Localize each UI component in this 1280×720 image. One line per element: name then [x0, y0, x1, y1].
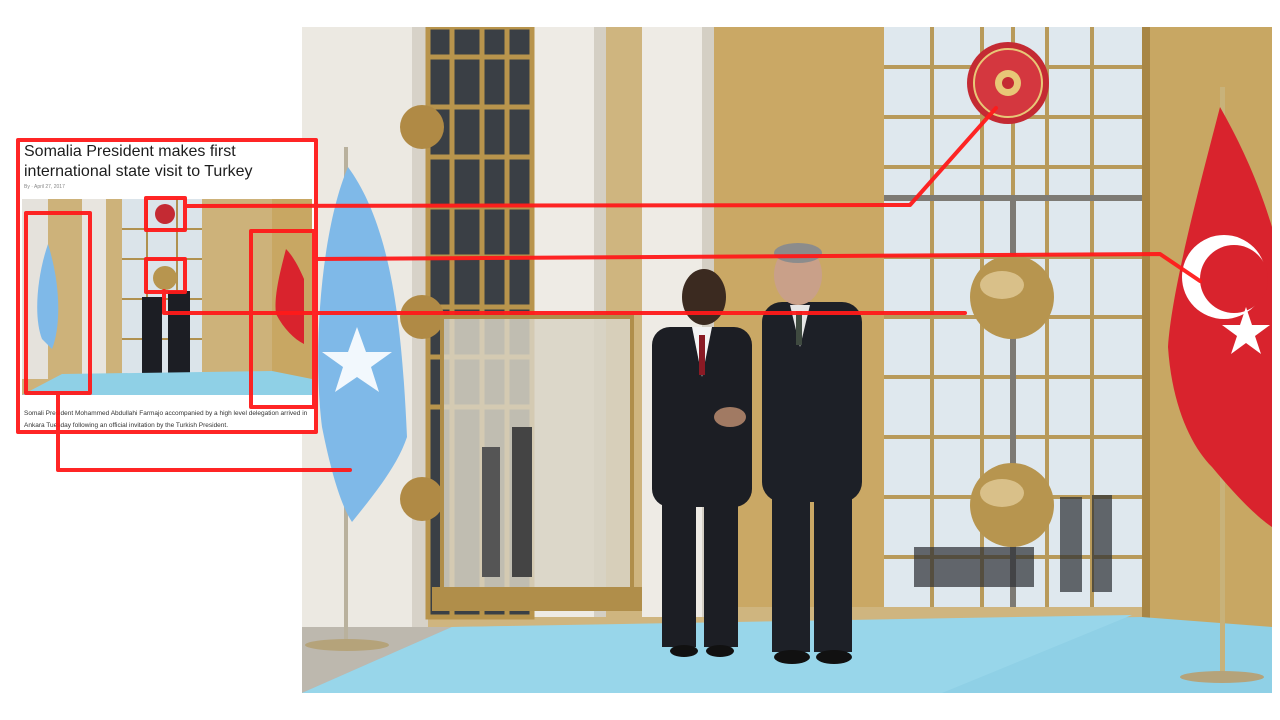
main-photo — [302, 27, 1272, 693]
article-card: Somalia President makes first internatio… — [18, 138, 316, 432]
glass-case — [432, 315, 642, 611]
turkish-flag — [1168, 87, 1272, 683]
presidential-emblem — [967, 42, 1049, 124]
article-caption: Somali President Mohammed Abdullahi Farm… — [24, 410, 308, 429]
golden-spheres — [400, 105, 1054, 547]
article-headline: Somalia President makes first internatio… — [24, 143, 253, 180]
article-thumbnail — [22, 199, 312, 395]
article-byline: By · April 27, 2017 — [24, 184, 65, 190]
